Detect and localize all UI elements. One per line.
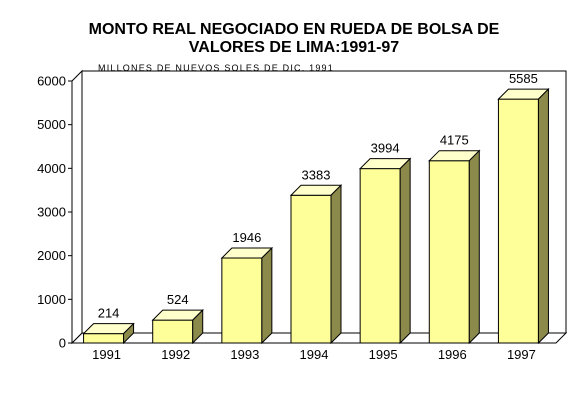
y-tick-label: 6000	[37, 74, 66, 89]
y-tick-label: 1000	[37, 292, 66, 307]
x-tick-label: 1997	[507, 347, 536, 362]
data-label: 214	[98, 306, 120, 321]
bar-side	[399, 157, 411, 345]
bar	[497, 87, 550, 345]
y-tick-label: 2000	[37, 248, 66, 263]
bar	[151, 308, 204, 345]
bar-front	[152, 319, 194, 344]
x-tick-label: 1994	[300, 347, 329, 362]
bar-side	[537, 87, 549, 345]
bar-front	[497, 98, 539, 344]
bar-side	[468, 149, 480, 345]
x-tick-label: 1995	[369, 347, 398, 362]
bar	[428, 149, 481, 345]
x-axis-labels: 1991 1992 1993 1994 1995 1996 1997	[92, 347, 536, 362]
data-label: 4175	[440, 133, 469, 148]
y-tick-label: 3000	[37, 205, 66, 220]
bar-side	[192, 308, 204, 345]
y-tick-label: 0	[59, 336, 66, 351]
x-tick-label: 1992	[161, 347, 190, 362]
data-label: 3383	[302, 167, 331, 182]
y-tick-label: 5000	[37, 117, 66, 132]
data-label: 1946	[232, 230, 261, 245]
bar-front	[359, 168, 401, 344]
x-tick-label: 1996	[438, 347, 467, 362]
data-labels: 214 524 1946 3383 3994 4175 5585	[98, 71, 538, 321]
bar-front	[290, 194, 332, 344]
y-tick-label: 4000	[37, 161, 66, 176]
bar	[220, 246, 274, 345]
x-tick-label: 1991	[92, 347, 121, 362]
data-label: 524	[167, 292, 189, 307]
bar-side	[123, 322, 135, 345]
bar	[82, 322, 135, 345]
bar-front	[428, 160, 470, 344]
bar-front	[221, 257, 263, 344]
x-tick-label: 1993	[230, 347, 259, 362]
data-label: 3994	[371, 141, 400, 156]
chart-title-line-1: MONTO REAL NEGOCIADO EN RUEDA DE BOLSA D…	[88, 21, 500, 38]
data-label: 5585	[509, 71, 538, 86]
bar-side	[330, 184, 342, 345]
y-axis-ticks: 0 1000 2000 3000 4000 5000 6000	[37, 74, 72, 351]
bar-front	[83, 333, 125, 344]
bars	[82, 87, 550, 345]
chart-subtitle: MILLONES DE NUEVOS SOLES DE DIC. 1991	[98, 63, 334, 73]
side-wall	[71, 69, 83, 345]
bar	[289, 184, 343, 345]
chart-title-line-2: VALORES DE LIMA:1991-97	[188, 39, 400, 56]
bar	[358, 157, 412, 345]
bar-side	[261, 246, 273, 345]
